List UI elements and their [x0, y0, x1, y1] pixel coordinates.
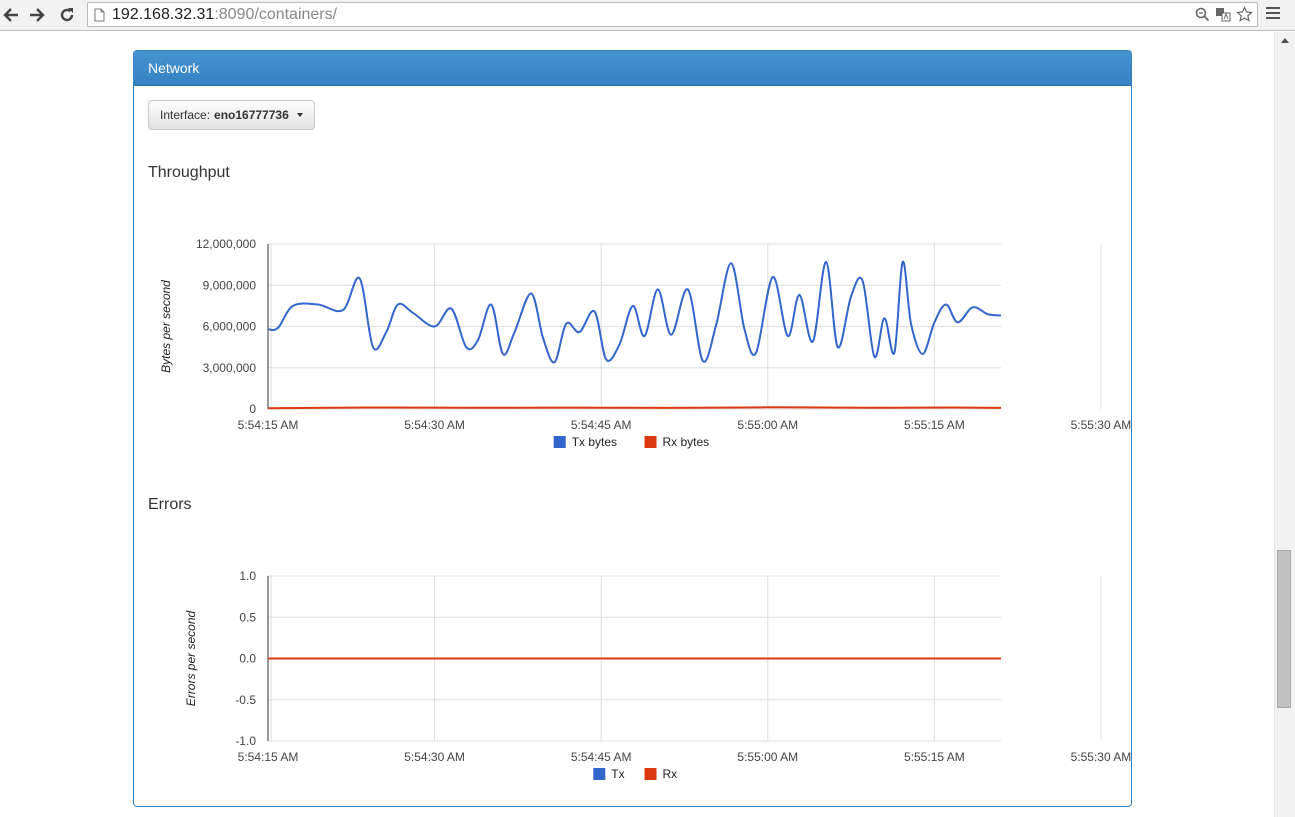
interface-value: eno16777736 [214, 108, 289, 122]
x-tick-label: 5:55:15 AM [904, 750, 965, 764]
x-tick-label: 5:55:00 AM [737, 750, 798, 764]
y-tick-label: 3,000,000 [203, 361, 257, 375]
browser-toolbar: 192.168.32.31:8090/containers/ [0, 0, 1295, 31]
browser-menu-icon[interactable] [1266, 7, 1280, 21]
y-tick-label: -0.5 [235, 693, 256, 707]
legend-label: Rx bytes [663, 435, 710, 449]
y-tick-label: 9,000,000 [203, 278, 257, 292]
x-tick-label: 5:54:15 AM [238, 418, 299, 432]
x-tick-label: 5:54:45 AM [571, 750, 632, 764]
y-axis-title: Errors per second [184, 610, 198, 706]
errors-title: Errors [148, 496, 192, 513]
x-tick-label: 5:55:30 AM [1071, 418, 1131, 432]
series-line-tx-bytes [267, 260, 1002, 364]
chart-svg: 0 3,000,000 6,000,000 9,000,000 12,000,000 5:… [159, 237, 1131, 449]
translate-icon[interactable] [1215, 6, 1232, 23]
x-tick-label: 5:55:30 AM [1071, 750, 1131, 764]
url-text[interactable]: 192.168.32.31:8090/containers/ [112, 6, 338, 23]
legend-swatch [644, 436, 657, 448]
page-icon [94, 8, 105, 27]
y-tick-label: 6,000,000 [203, 320, 257, 334]
scroll-up-icon[interactable] [1281, 38, 1289, 43]
errors-chart: -1.0 -0.5 0.0 0.5 1.0 5:54:15 AM 5:54:30 AM 5:5… [134, 563, 1131, 793]
interface-dropdown[interactable]: Interface: eno16777736 [148, 100, 315, 130]
legend-label: Rx [663, 767, 678, 781]
y-tick-label: 1.0 [239, 569, 256, 583]
y-tick-label: 0 [249, 402, 256, 416]
legend-swatch [593, 768, 606, 780]
address-bar[interactable]: 192.168.32.31:8090/containers/ [87, 2, 1258, 27]
back-icon[interactable] [0, 4, 22, 26]
y-axis-title: Bytes per second [159, 280, 173, 373]
x-tick-label: 5:54:30 AM [404, 750, 465, 764]
y-tick-label: 0.0 [239, 652, 256, 666]
zoom-icon[interactable] [1194, 6, 1211, 23]
legend-swatch [553, 436, 566, 448]
legend-swatch [644, 768, 657, 780]
y-tick-label: -1.0 [235, 734, 256, 748]
x-tick-label: 5:54:30 AM [404, 418, 465, 432]
x-tick-label: 5:55:00 AM [737, 418, 798, 432]
scrollbar-thumb[interactable] [1277, 550, 1291, 708]
legend-label: Tx bytes [572, 435, 617, 449]
forward-icon[interactable] [26, 4, 48, 26]
page-scrollbar[interactable] [1274, 32, 1295, 817]
interface-label: Interface: [160, 108, 211, 122]
reload-icon[interactable] [56, 4, 78, 26]
bookmark-star-icon[interactable] [1236, 6, 1253, 23]
caret-down-icon [296, 113, 303, 117]
network-panel: Network Interface: eno16777736 Throughpu… [133, 50, 1132, 807]
y-tick-label: 12,000,000 [196, 237, 256, 251]
panel-title: Network [134, 51, 1131, 86]
y-tick-label: 0.5 [239, 610, 256, 624]
x-tick-label: 5:55:15 AM [904, 418, 965, 432]
throughput-title: Throughput [148, 164, 230, 181]
throughput-chart: 0 3,000,000 6,000,000 9,000,000 12,000,000 5:… [134, 231, 1131, 461]
series-line-rx-bytes [267, 406, 1002, 410]
legend-label: Tx [611, 767, 624, 781]
chart-svg: -1.0 -0.5 0.0 0.5 1.0 5:54:15 AM 5:54:30 AM 5:5… [184, 569, 1131, 781]
x-tick-label: 5:54:45 AM [571, 418, 632, 432]
x-tick-label: 5:54:15 AM [238, 750, 299, 764]
